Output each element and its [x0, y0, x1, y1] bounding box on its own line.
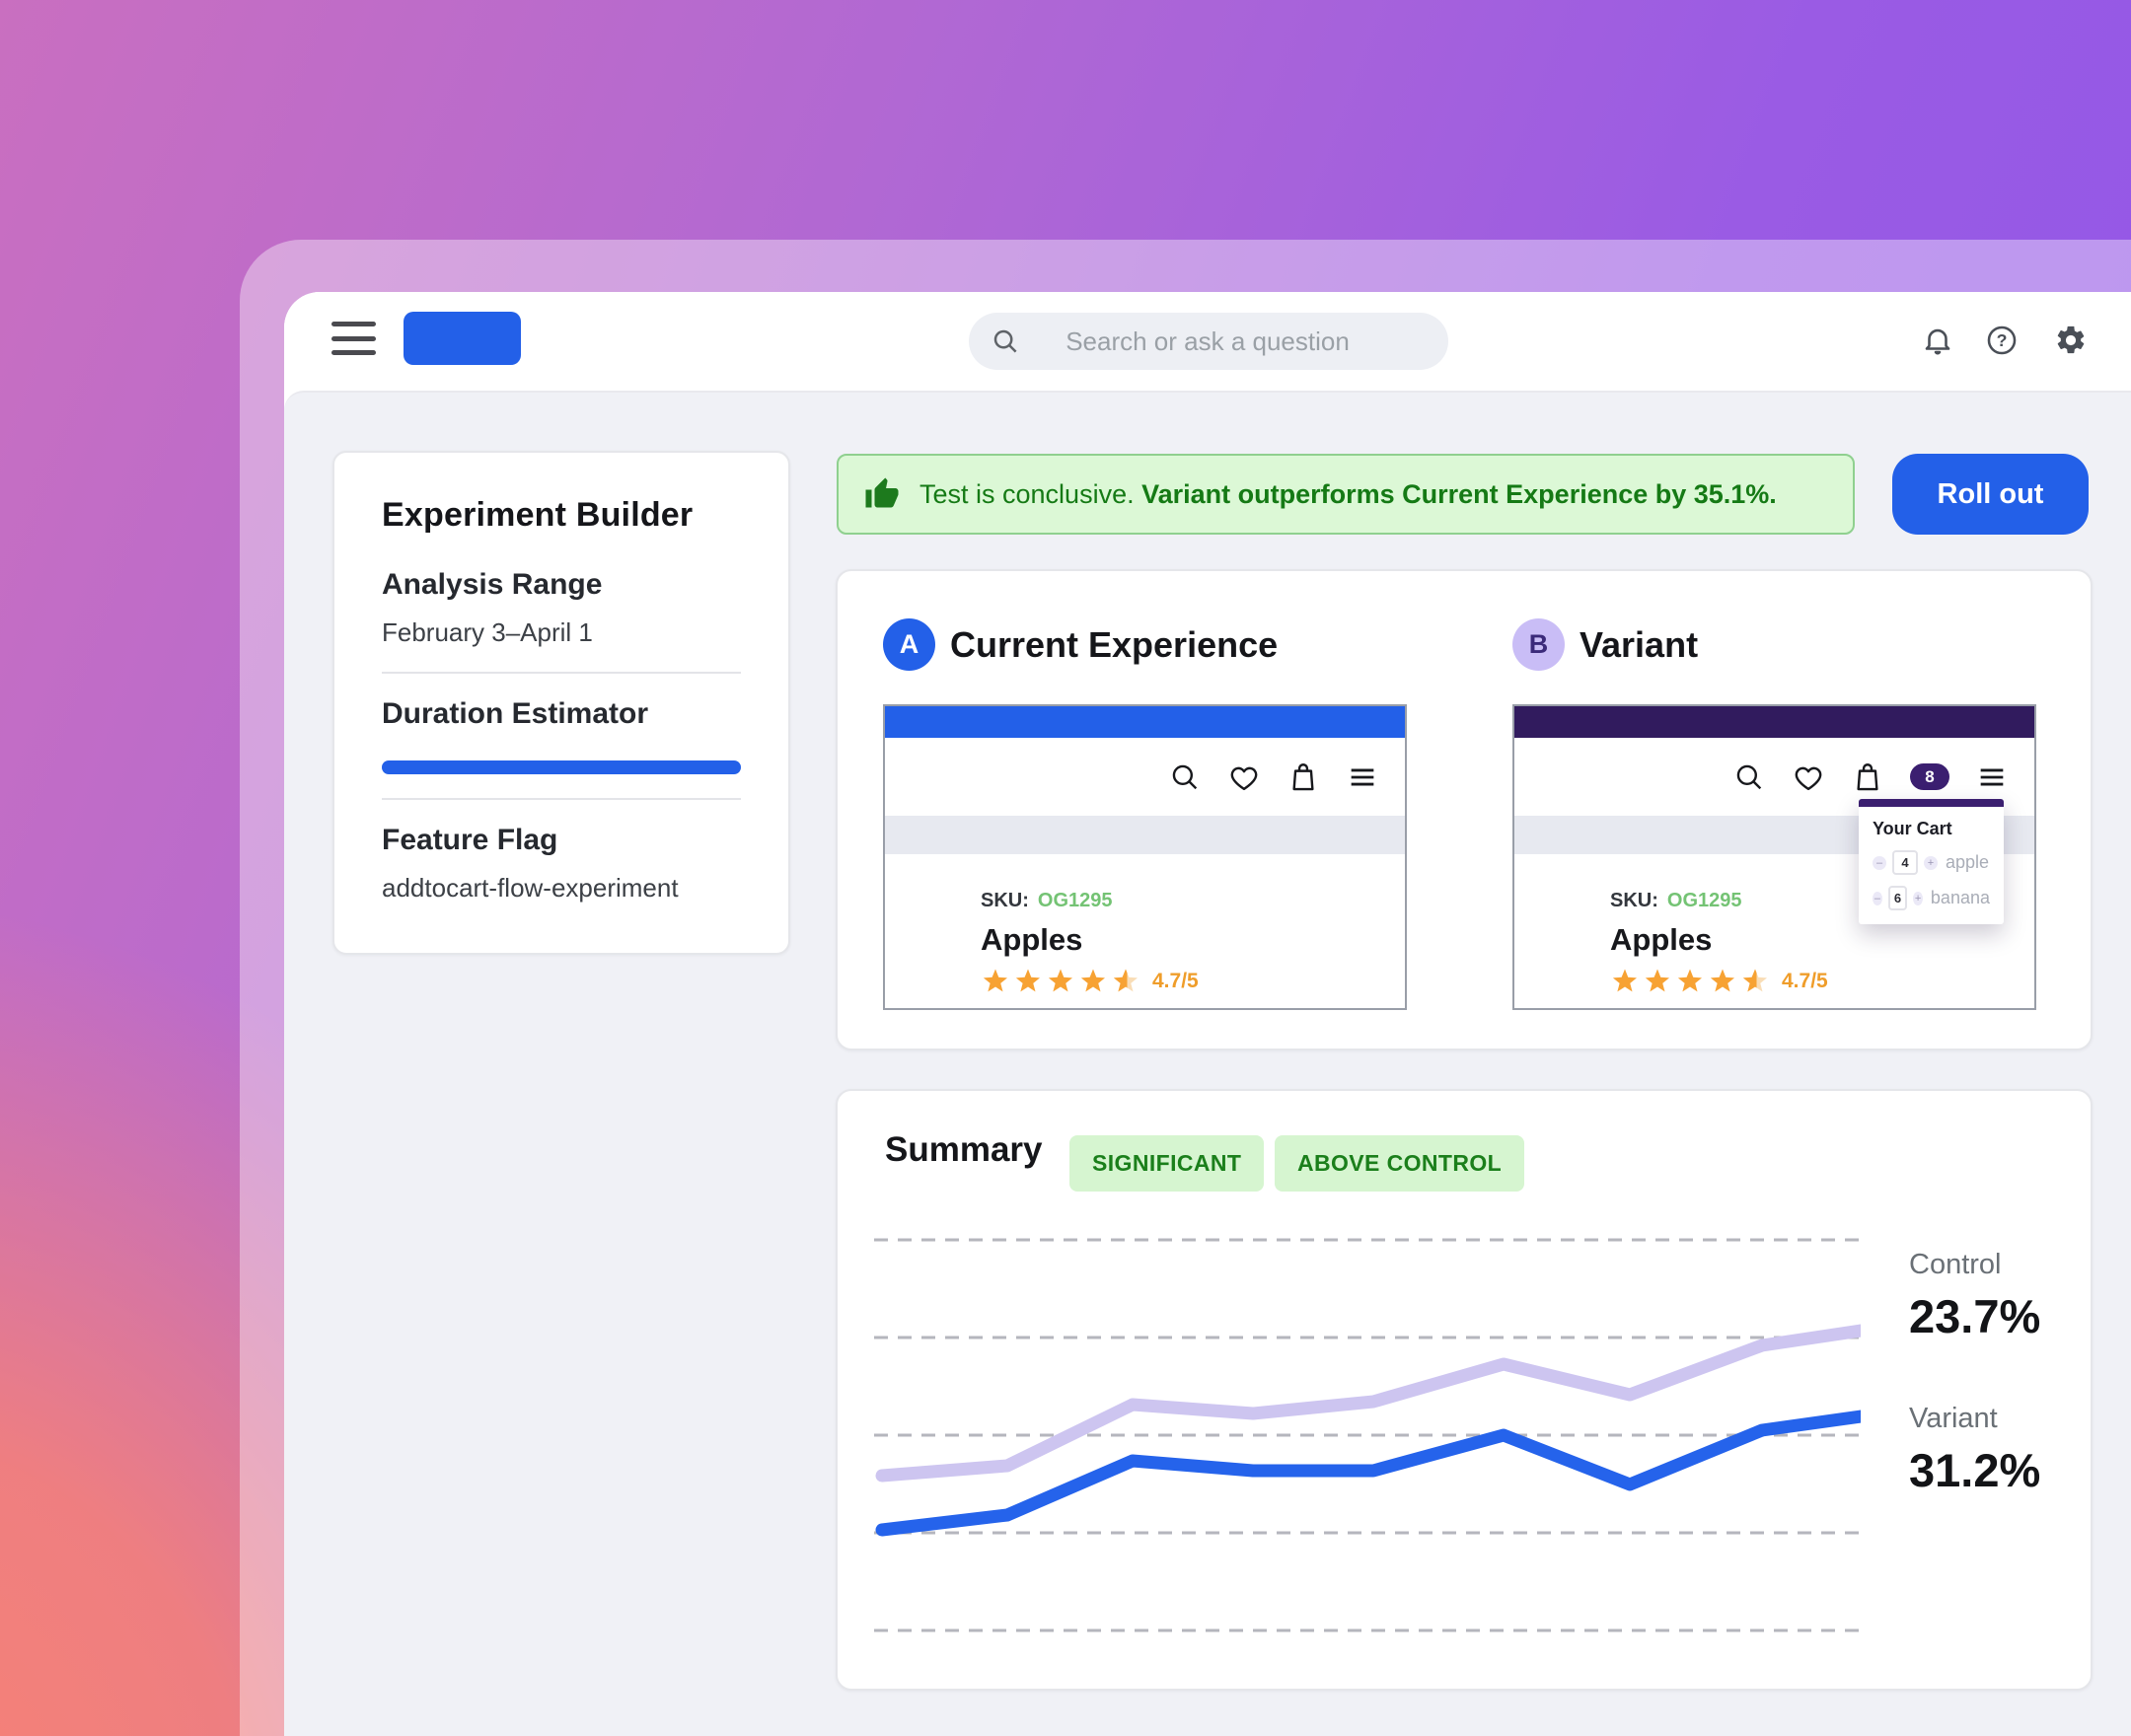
help-button[interactable]: ?	[1983, 322, 2021, 359]
feature-flag-value: addtocart-flow-experiment	[382, 873, 679, 903]
product-name: Apples	[981, 922, 1083, 957]
feature-flag-label: Feature Flag	[382, 824, 558, 856]
search-bar[interactable]	[969, 312, 1448, 371]
sku-label: SKU:	[981, 890, 1029, 911]
summary-title: Summary	[885, 1130, 1043, 1169]
menu-icon	[1980, 768, 2004, 785]
star-icon	[1015, 969, 1040, 992]
preview-a-hero-band	[885, 816, 1405, 854]
star-icon	[1048, 969, 1072, 992]
control-value: 23.7%	[1909, 1290, 2041, 1342]
sku-label: SKU:	[1610, 890, 1658, 911]
gear-icon	[2057, 326, 2085, 354]
rating-value: 4.7/5	[1152, 970, 1199, 992]
shopping-bag-icon	[1857, 762, 1878, 790]
star-icon	[983, 969, 1007, 992]
shopping-bag-icon	[1292, 762, 1314, 790]
cart-dropdown-title: Your Cart	[1873, 819, 1952, 838]
preview-a-toolbar	[885, 738, 1405, 816]
decrement-button: –	[1873, 891, 1882, 905]
divider	[382, 672, 741, 674]
analysis-range-label: Analysis Range	[382, 568, 603, 601]
control-metric: Control 23.7%	[1909, 1249, 2040, 1343]
settings-button[interactable]	[2052, 322, 2090, 359]
panel-title: Experiment Builder	[382, 496, 694, 534]
heart-icon	[1795, 766, 1822, 790]
sku-value: OG1295	[1037, 890, 1113, 911]
app-window: ? Experiment Builder Analysis Range Febr…	[284, 292, 2131, 1736]
star-icon	[1080, 969, 1105, 992]
half-star-icon	[1742, 969, 1767, 992]
increment-button: +	[1913, 891, 1923, 905]
content-area: Experiment Builder Analysis Range Februa…	[284, 391, 2131, 1736]
preview-b-toolbar: 8	[1514, 738, 2034, 816]
variant-b-badge: B	[1512, 618, 1565, 671]
star-icon	[1645, 969, 1669, 992]
variant-a-badge: A	[883, 618, 935, 671]
analysis-range-value: February 3–April 1	[382, 617, 593, 647]
star-icon	[1710, 969, 1734, 992]
cart-count-badge: 8	[1910, 763, 1949, 790]
top-bar: ?	[284, 292, 2131, 391]
experiment-builder-panel: Experiment Builder Analysis Range Februa…	[332, 451, 790, 955]
variant-metric: Variant 31.2%	[1909, 1403, 2040, 1497]
banner-text: Test is conclusive. Variant outperforms …	[919, 478, 1777, 509]
variant-b-title: Variant	[1580, 624, 1699, 665]
significant-badge: SIGNIFICANT	[1069, 1135, 1265, 1192]
cart-item-row: – 6 + banana	[1873, 886, 1990, 910]
increment-button: +	[1924, 855, 1938, 870]
variant-label: Variant	[1909, 1403, 1998, 1434]
half-star-icon	[1113, 969, 1138, 992]
notifications-button[interactable]	[1919, 322, 1956, 359]
search-icon	[1736, 764, 1762, 789]
cart-item-name: banana	[1930, 888, 1990, 907]
menu-icon	[1351, 768, 1374, 785]
star-icon	[1677, 969, 1702, 992]
product-price: $4.99	[981, 1005, 1405, 1008]
product-rating: 4.7/5	[981, 967, 1405, 996]
app-logo[interactable]	[404, 312, 521, 365]
thumbs-up-icon	[865, 477, 899, 508]
variant-value: 31.2%	[1909, 1444, 2041, 1496]
rating-value: 4.7/5	[1782, 970, 1828, 992]
bell-icon	[1925, 328, 1950, 355]
product-rating: 4.7/5	[1610, 967, 2034, 996]
sku-value: OG1295	[1666, 890, 1742, 911]
summary-line-chart	[874, 1238, 1861, 1632]
divider	[382, 798, 741, 800]
search-icon	[1172, 764, 1198, 789]
preview-current-experience: SKU: OG1295 Apples 4.7/5 $4.99	[883, 704, 1407, 1010]
preview-b-header-bar	[1514, 706, 2034, 738]
roll-out-button[interactable]: Roll out	[1892, 454, 2089, 535]
svg-text:?: ?	[1997, 330, 2008, 350]
variant-a-title: Current Experience	[950, 624, 1279, 665]
help-icon: ?	[1987, 326, 2017, 355]
conclusive-banner: Test is conclusive. Variant outperforms …	[837, 454, 1855, 535]
summary-card: Summary SIGNIFICANT ABOVE CONTROL Contro…	[836, 1089, 2093, 1691]
experience-comparison-card: A Current Experience B Variant SKU: OG12…	[836, 569, 2093, 1050]
star-icon	[1612, 969, 1637, 992]
quantity-value: 6	[1887, 886, 1908, 910]
above-control-badge: ABOVE CONTROL	[1275, 1135, 1525, 1192]
cart-item-name: apple	[1946, 852, 1990, 872]
cart-dropdown: Your Cart – 4 + apple – 6 + banana	[1859, 799, 2004, 924]
duration-progress-bar	[382, 760, 741, 774]
preview-a-product: SKU: OG1295 Apples 4.7/5 $4.99	[885, 854, 1405, 1008]
search-input[interactable]	[1020, 312, 1448, 371]
quantity-value: 4	[1892, 850, 1918, 875]
control-label: Control	[1909, 1249, 2002, 1280]
heart-icon	[1230, 766, 1258, 790]
duration-estimator-label: Duration Estimator	[382, 697, 649, 730]
search-icon	[993, 329, 1017, 353]
cart-item-row: – 4 + apple	[1873, 850, 1990, 875]
preview-b-product: SKU: OG1295 Apples 4.7/5 $4.99	[1514, 854, 2034, 1008]
hamburger-menu-icon[interactable]	[331, 322, 376, 355]
preview-a-header-bar	[885, 706, 1405, 738]
product-price: $4.99	[1610, 1005, 2034, 1008]
product-name: Apples	[1610, 922, 1713, 957]
decrement-button: –	[1873, 855, 1886, 870]
